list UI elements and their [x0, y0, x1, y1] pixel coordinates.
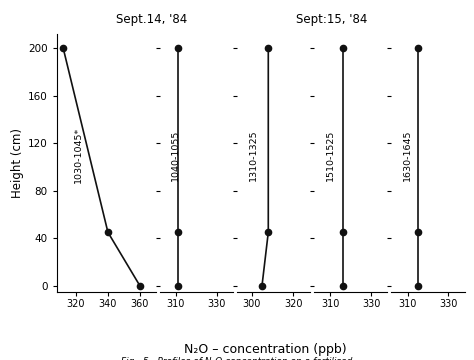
Text: 1510-1525: 1510-1525: [326, 130, 335, 181]
Text: 1630-1645: 1630-1645: [403, 130, 412, 181]
Text: 1040-1055: 1040-1055: [171, 130, 180, 181]
Text: Sept.14, '84: Sept.14, '84: [116, 13, 187, 26]
Text: 1310-1325: 1310-1325: [248, 129, 257, 181]
Text: 1030-1045*: 1030-1045*: [74, 127, 83, 183]
Text: Fig.  5.  Profiles of N₂O concentration on a fertilised: Fig. 5. Profiles of N₂O concentration on…: [121, 357, 353, 360]
Text: Sept:15, '84: Sept:15, '84: [296, 13, 367, 26]
Text: N₂O – concentration (ppb): N₂O – concentration (ppb): [184, 343, 347, 356]
Y-axis label: Height (cm): Height (cm): [11, 128, 24, 198]
